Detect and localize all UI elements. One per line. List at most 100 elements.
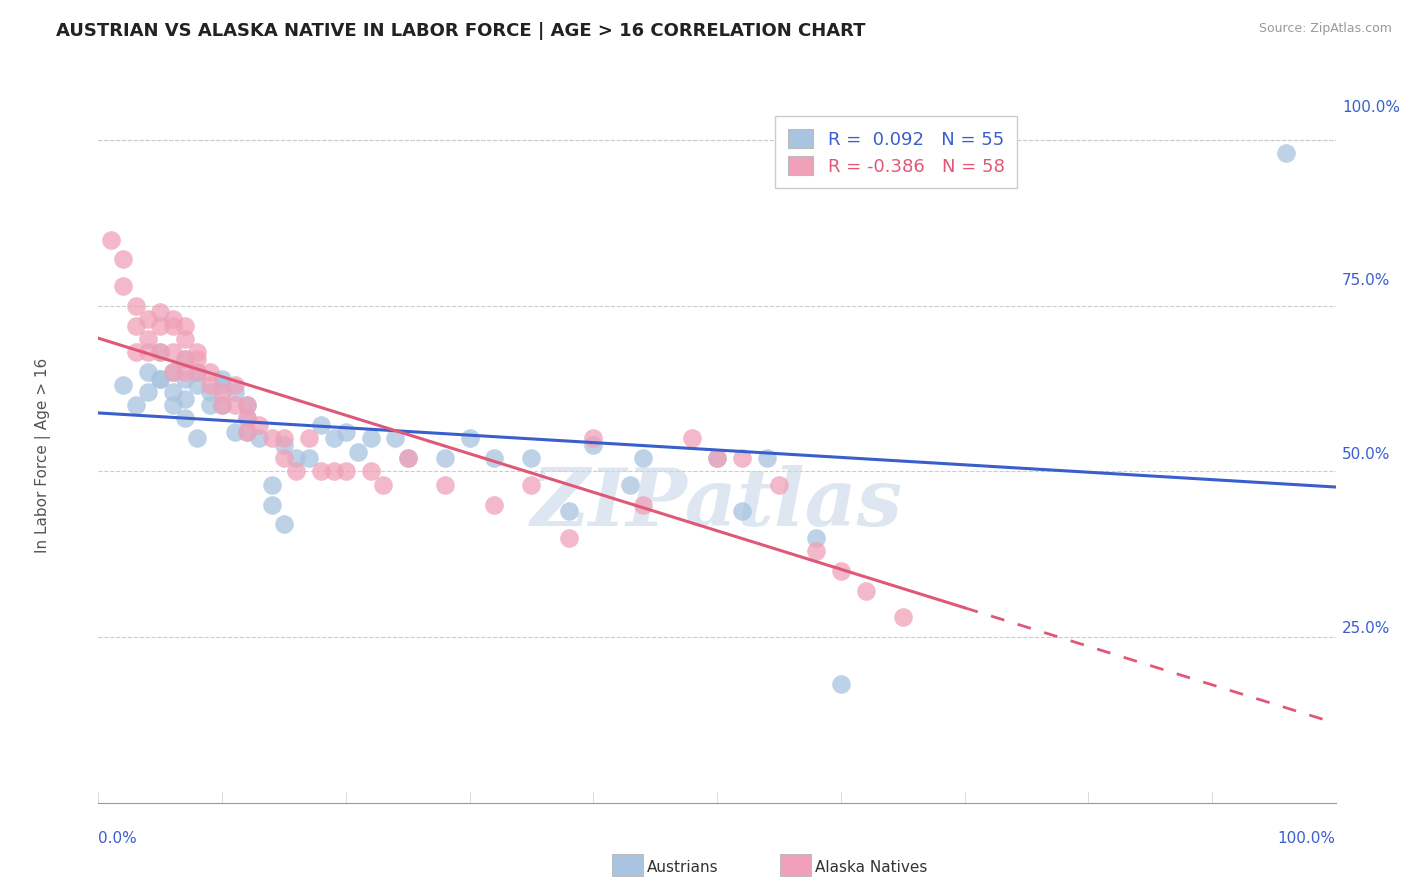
Point xyxy=(273,438,295,452)
Point xyxy=(124,318,146,333)
Point xyxy=(162,384,184,399)
Point xyxy=(236,425,259,439)
Point xyxy=(631,451,654,466)
Point xyxy=(162,312,184,326)
Point xyxy=(124,398,146,412)
Point xyxy=(731,504,754,518)
Point xyxy=(136,365,159,379)
Text: In Labor Force | Age > 16: In Labor Force | Age > 16 xyxy=(35,358,51,552)
Point xyxy=(174,372,197,386)
Point xyxy=(855,583,877,598)
Point xyxy=(198,384,221,399)
Point xyxy=(260,477,283,491)
Point xyxy=(174,351,197,366)
Point xyxy=(285,465,308,479)
Text: Alaska Natives: Alaska Natives xyxy=(815,860,928,874)
Point xyxy=(830,676,852,690)
Point xyxy=(236,398,259,412)
Point xyxy=(631,498,654,512)
Point xyxy=(149,305,172,319)
Text: AUSTRIAN VS ALASKA NATIVE IN LABOR FORCE | AGE > 16 CORRELATION CHART: AUSTRIAN VS ALASKA NATIVE IN LABOR FORCE… xyxy=(56,22,866,40)
Point xyxy=(335,465,357,479)
Point xyxy=(371,477,394,491)
Point xyxy=(174,365,197,379)
Text: 100.0%: 100.0% xyxy=(1278,830,1336,846)
Point xyxy=(100,233,122,247)
Point xyxy=(804,531,827,545)
Point xyxy=(273,517,295,532)
Point xyxy=(582,438,605,452)
Point xyxy=(174,351,197,366)
Point xyxy=(112,279,135,293)
Point xyxy=(619,477,641,491)
Point xyxy=(384,431,406,445)
Point xyxy=(1275,146,1298,161)
Point xyxy=(224,378,246,392)
Text: 25.0%: 25.0% xyxy=(1341,622,1391,636)
Point xyxy=(247,418,270,433)
Point xyxy=(768,477,790,491)
Point xyxy=(198,378,221,392)
Point xyxy=(162,365,184,379)
Point xyxy=(557,504,579,518)
Point xyxy=(186,365,208,379)
Point xyxy=(186,378,208,392)
Text: Austrians: Austrians xyxy=(647,860,718,874)
Point xyxy=(360,465,382,479)
Point xyxy=(149,372,172,386)
Point xyxy=(557,531,579,545)
Point xyxy=(582,431,605,445)
Point xyxy=(396,451,419,466)
Point xyxy=(124,299,146,313)
Point xyxy=(112,252,135,267)
Point xyxy=(247,431,270,445)
Point xyxy=(186,365,208,379)
Point xyxy=(186,431,208,445)
Point xyxy=(433,451,456,466)
Point xyxy=(347,444,370,458)
Point xyxy=(198,365,221,379)
Point xyxy=(136,384,159,399)
Point xyxy=(891,610,914,624)
Text: ZIPatlas: ZIPatlas xyxy=(531,465,903,542)
Point xyxy=(236,411,259,425)
Legend: R =  0.092   N = 55, R = -0.386   N = 58: R = 0.092 N = 55, R = -0.386 N = 58 xyxy=(776,116,1018,188)
Point xyxy=(149,372,172,386)
Point xyxy=(236,425,259,439)
Point xyxy=(149,318,172,333)
Point xyxy=(136,332,159,346)
Point xyxy=(260,498,283,512)
Point xyxy=(186,351,208,366)
Point xyxy=(136,345,159,359)
Point xyxy=(224,425,246,439)
Point xyxy=(520,451,543,466)
Point xyxy=(396,451,419,466)
Point xyxy=(706,451,728,466)
Point xyxy=(804,544,827,558)
Point xyxy=(309,465,332,479)
Point xyxy=(162,365,184,379)
Point xyxy=(298,451,321,466)
Text: 75.0%: 75.0% xyxy=(1341,274,1391,288)
Text: Source: ZipAtlas.com: Source: ZipAtlas.com xyxy=(1258,22,1392,36)
Point xyxy=(484,498,506,512)
Point xyxy=(174,392,197,406)
Point xyxy=(273,451,295,466)
Point xyxy=(198,398,221,412)
Point xyxy=(520,477,543,491)
Point xyxy=(273,431,295,445)
Point xyxy=(112,378,135,392)
Point xyxy=(285,451,308,466)
Point xyxy=(162,398,184,412)
Point xyxy=(731,451,754,466)
Point xyxy=(298,431,321,445)
Point xyxy=(211,398,233,412)
Point xyxy=(335,425,357,439)
Point xyxy=(186,345,208,359)
Point xyxy=(149,345,172,359)
Point xyxy=(162,345,184,359)
Point xyxy=(211,384,233,399)
Point xyxy=(236,398,259,412)
Text: 0.0%: 0.0% xyxy=(98,830,138,846)
Point xyxy=(755,451,778,466)
